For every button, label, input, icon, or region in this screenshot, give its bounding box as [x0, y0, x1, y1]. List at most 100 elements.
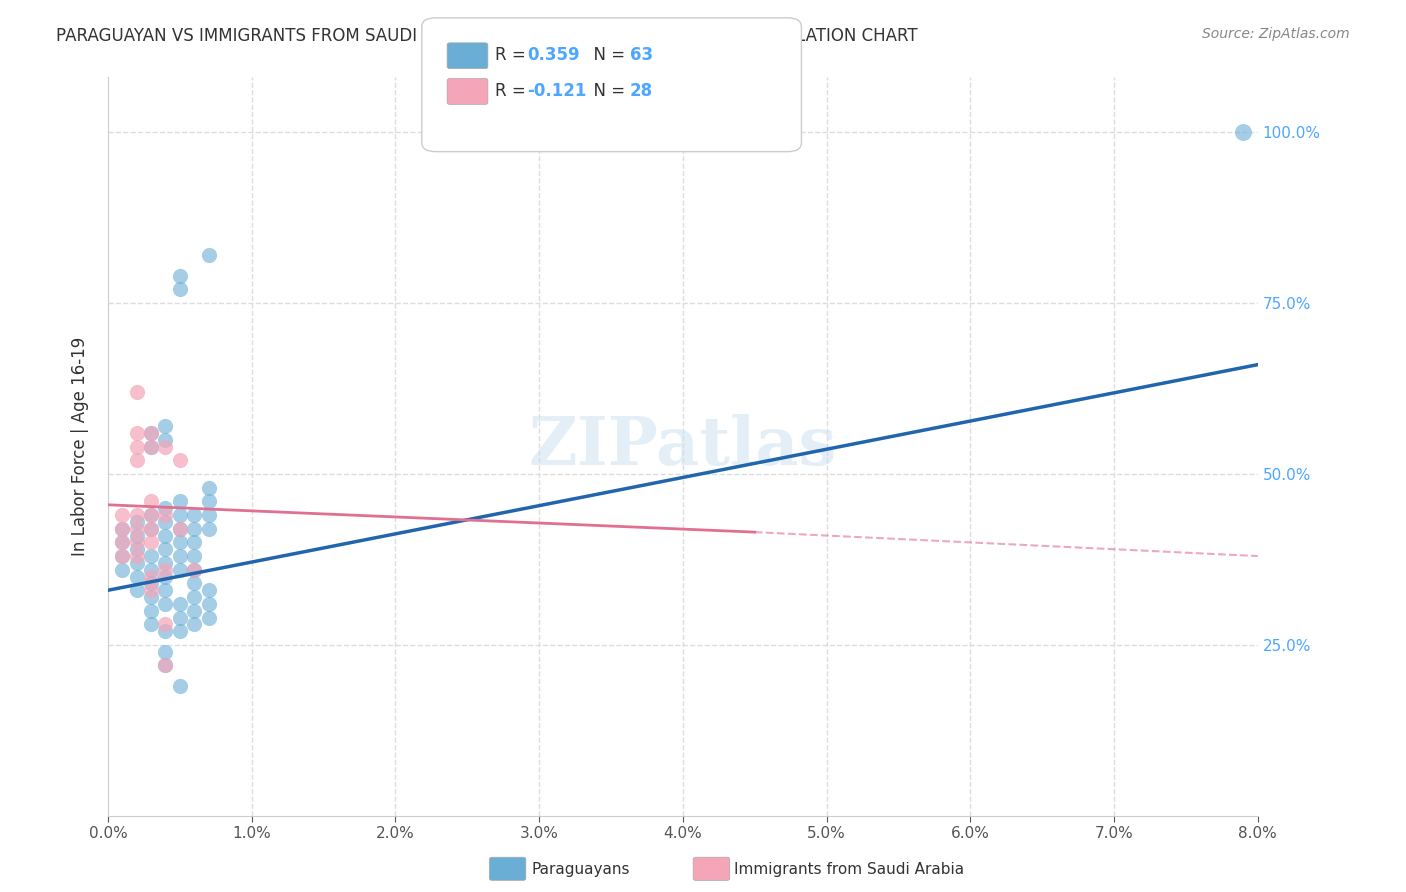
Point	[125, 542, 148, 557]
Text: R =: R =	[495, 46, 531, 64]
Point	[139, 494, 162, 508]
Point	[139, 549, 162, 563]
Point	[169, 535, 191, 549]
Text: 0.359: 0.359	[527, 46, 579, 64]
Point	[169, 268, 191, 283]
Point	[139, 604, 162, 618]
Point	[111, 563, 134, 577]
Point	[125, 583, 148, 598]
Point	[155, 583, 177, 598]
Point	[1232, 125, 1254, 139]
Point	[183, 508, 205, 522]
Point	[169, 494, 191, 508]
Point	[125, 453, 148, 467]
Point	[197, 597, 219, 611]
Text: N =: N =	[583, 82, 631, 100]
Point	[139, 425, 162, 440]
Point	[139, 563, 162, 577]
Point	[169, 508, 191, 522]
Point	[197, 248, 219, 262]
Point	[139, 425, 162, 440]
Point	[155, 645, 177, 659]
Point	[155, 658, 177, 673]
Text: PARAGUAYAN VS IMMIGRANTS FROM SAUDI ARABIA IN LABOR FORCE | AGE 16-19 CORRELATIO: PARAGUAYAN VS IMMIGRANTS FROM SAUDI ARAB…	[56, 27, 918, 45]
Point	[125, 522, 148, 536]
Point	[125, 508, 148, 522]
Point	[169, 563, 191, 577]
Point	[155, 419, 177, 434]
Point	[155, 508, 177, 522]
Point	[197, 508, 219, 522]
Point	[111, 522, 134, 536]
Point	[155, 433, 177, 447]
Text: ZIPatlas: ZIPatlas	[529, 414, 837, 479]
Point	[139, 576, 162, 591]
Point	[111, 508, 134, 522]
Point	[111, 535, 134, 549]
Point	[139, 522, 162, 536]
Point	[197, 522, 219, 536]
Point	[125, 549, 148, 563]
Point	[183, 563, 205, 577]
Text: 28: 28	[630, 82, 652, 100]
Point	[183, 535, 205, 549]
Point	[169, 679, 191, 693]
Point	[155, 617, 177, 632]
Point	[139, 583, 162, 598]
Text: 63: 63	[630, 46, 652, 64]
Point	[183, 590, 205, 604]
Point	[125, 515, 148, 529]
Point	[139, 590, 162, 604]
Point	[155, 569, 177, 583]
Point	[169, 282, 191, 296]
Point	[125, 440, 148, 454]
Point	[155, 542, 177, 557]
Point	[111, 549, 134, 563]
Text: Immigrants from Saudi Arabia: Immigrants from Saudi Arabia	[734, 863, 965, 877]
Point	[125, 556, 148, 570]
Point	[169, 624, 191, 639]
Point	[169, 549, 191, 563]
Point	[155, 501, 177, 516]
Point	[183, 549, 205, 563]
Point	[155, 556, 177, 570]
Point	[139, 569, 162, 583]
Point	[139, 440, 162, 454]
Point	[125, 569, 148, 583]
Point	[139, 440, 162, 454]
Text: Source: ZipAtlas.com: Source: ZipAtlas.com	[1202, 27, 1350, 41]
Text: Paraguayans: Paraguayans	[531, 863, 630, 877]
Point	[183, 522, 205, 536]
Point	[183, 576, 205, 591]
Point	[139, 522, 162, 536]
Point	[169, 522, 191, 536]
Point	[197, 494, 219, 508]
Point	[139, 617, 162, 632]
Text: -0.121: -0.121	[527, 82, 586, 100]
Point	[155, 440, 177, 454]
Point	[183, 563, 205, 577]
Point	[155, 563, 177, 577]
Point	[169, 610, 191, 624]
Point	[139, 535, 162, 549]
Point	[139, 508, 162, 522]
Point	[155, 624, 177, 639]
Point	[155, 528, 177, 542]
Point	[125, 528, 148, 542]
Point	[183, 617, 205, 632]
Point	[125, 384, 148, 399]
Point	[111, 549, 134, 563]
Text: R =: R =	[495, 82, 531, 100]
Y-axis label: In Labor Force | Age 16-19: In Labor Force | Age 16-19	[72, 337, 89, 557]
Point	[125, 535, 148, 549]
Point	[169, 522, 191, 536]
Point	[197, 583, 219, 598]
Point	[169, 453, 191, 467]
Point	[197, 481, 219, 495]
Point	[155, 597, 177, 611]
Point	[139, 508, 162, 522]
Point	[183, 604, 205, 618]
Point	[125, 425, 148, 440]
Point	[169, 597, 191, 611]
Point	[155, 658, 177, 673]
